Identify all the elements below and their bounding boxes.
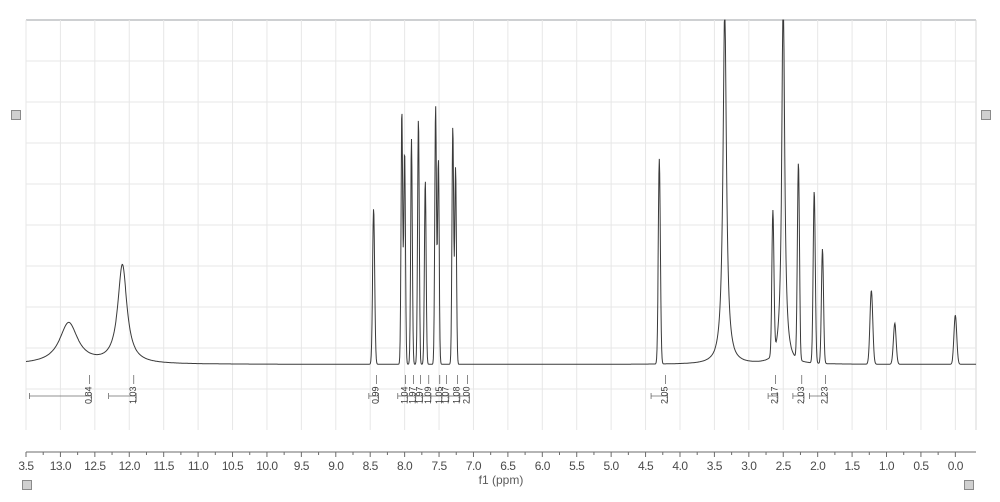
svg-text:12.5: 12.5 [84,459,106,473]
svg-text:10.0: 10.0 [256,459,278,473]
svg-text:8.0: 8.0 [397,459,413,473]
svg-text:4.5: 4.5 [638,459,654,473]
svg-text:2.00 —: 2.00 — [461,375,471,404]
svg-text:12.0: 12.0 [119,459,141,473]
svg-text:5.0: 5.0 [604,459,620,473]
axis-handle-left[interactable] [22,480,32,490]
svg-text:9.5: 9.5 [294,459,310,473]
svg-text:13.0: 13.0 [50,459,72,473]
svg-text:4.0: 4.0 [672,459,688,473]
svg-text:7.5: 7.5 [431,459,447,473]
svg-text:0.0: 0.0 [948,459,964,473]
svg-text:2.05 —: 2.05 — [660,375,670,404]
svg-text:f1 (ppm): f1 (ppm) [479,473,524,487]
svg-text:2.17 —: 2.17 — [770,375,780,404]
svg-text:2.23 —: 2.23 — [819,375,829,404]
svg-text:3.5: 3.5 [707,459,723,473]
svg-text:0.5: 0.5 [913,459,929,473]
svg-text:5.5: 5.5 [569,459,585,473]
region-handle-right[interactable] [981,110,991,120]
svg-text:11.5: 11.5 [153,459,174,473]
svg-text:2.03 —: 2.03 — [796,375,806,404]
svg-text:0.84 —: 0.84 — [83,375,93,404]
svg-text:1.5: 1.5 [844,459,860,473]
svg-text:1.0: 1.0 [879,459,895,473]
svg-text:6.5: 6.5 [500,459,516,473]
svg-text:6.0: 6.0 [535,459,551,473]
svg-text:2.5: 2.5 [776,459,792,473]
x-axis: 3.5 13.0 12.5 12.0 11.5 11.0 10.5 10.0 9.5 9.0 8.5… [18,452,976,487]
nmr-spectrum-frame: 0.84 —1.03 —0.99 —1.04 —1.97 —1.97 —1.09… [0,0,1000,502]
svg-text:1.08 —: 1.08 — [452,375,462,404]
svg-text:10.5: 10.5 [222,459,244,473]
svg-text:1.03 —: 1.03 — [128,375,138,404]
svg-text:11.0: 11.0 [188,459,209,473]
svg-text:9.0: 9.0 [328,459,344,473]
spectrum-svg: 0.84 —1.03 —0.99 —1.04 —1.97 —1.97 —1.09… [0,0,1000,502]
svg-text:3.5: 3.5 [18,459,34,473]
svg-text:0.99 —: 0.99 — [370,375,380,404]
svg-text:1.07 —: 1.07 — [441,375,451,404]
axis-handle-right[interactable] [964,480,974,490]
svg-text:8.5: 8.5 [363,459,379,473]
svg-text:7.0: 7.0 [466,459,482,473]
region-handle-left[interactable] [11,110,21,120]
svg-text:1.09 —: 1.09 — [423,375,433,404]
svg-text:2.0: 2.0 [810,459,826,473]
svg-text:3.0: 3.0 [741,459,757,473]
